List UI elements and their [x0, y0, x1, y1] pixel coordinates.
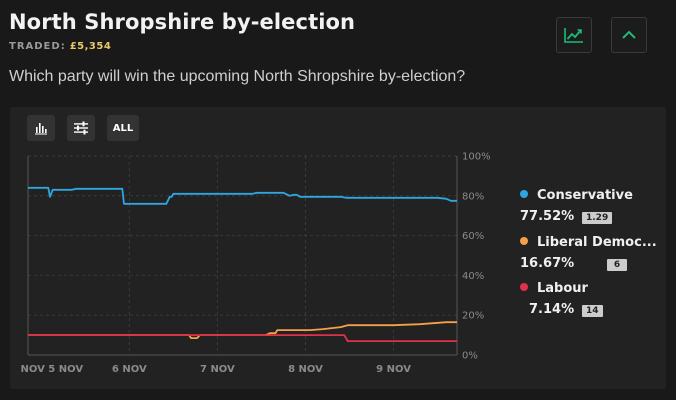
- market-question: Which party will win the upcoming North …: [9, 68, 466, 85]
- legend-name: Labour: [520, 281, 670, 296]
- legend-percentage: 16.67%: [520, 256, 575, 271]
- x-tick-label: 6 NOV: [112, 364, 147, 375]
- line-chart: 100% 80% 60% 40% 20% 0% NOV 5 NOV 6 NOV 7 NOV 8 N…: [20, 152, 491, 376]
- filter-button[interactable]: [67, 115, 95, 141]
- legend-dot: [520, 190, 528, 198]
- trending-chart-icon: [564, 28, 583, 43]
- odds-badge: 14: [582, 305, 603, 317]
- legend-dot: [520, 237, 528, 245]
- page-title: North Shropshire by-election: [9, 10, 356, 34]
- legend-label: Liberal Democ...: [537, 235, 657, 250]
- x-tick-label: 9 NOV: [376, 364, 411, 375]
- series-line-conservative: [28, 186, 457, 205]
- series-line-labour: [28, 334, 457, 342]
- bar-chart-icon: [35, 123, 47, 135]
- chevron-up-icon: [622, 30, 636, 39]
- bar-chart-button[interactable]: [27, 115, 55, 141]
- chart-toggle-button[interactable]: [556, 17, 592, 53]
- x-tick-label: 8 NOV: [288, 364, 323, 375]
- range-all-button[interactable]: ALL: [107, 115, 139, 141]
- x-tick-label: 7 NOV: [200, 364, 235, 375]
- legend-label: Labour: [537, 281, 588, 296]
- traded-amount: £5,354: [69, 41, 112, 52]
- y-tick-label: 60%: [462, 231, 484, 242]
- y-tick-label: 40%: [462, 271, 484, 282]
- chart-panel: ALL 100% 80% 60% 40% 20% 0% NOV 5 NOV 6 NOV 7 NO…: [10, 107, 666, 389]
- legend-percentage: 77.52%: [520, 209, 575, 224]
- legend-name: Conservative: [520, 188, 670, 203]
- y-tick-label: 80%: [462, 191, 484, 202]
- y-tick-label: 100%: [462, 152, 491, 163]
- sliders-icon: [74, 121, 88, 135]
- y-tick-label: 20%: [462, 311, 484, 322]
- traded-volume: TRADED: £5,354: [9, 41, 111, 52]
- x-tick-label: NOV 5 NOV: [20, 364, 83, 375]
- traded-label: TRADED:: [9, 41, 66, 52]
- odds-badge: 6: [607, 259, 627, 271]
- legend-dot: [520, 283, 528, 291]
- legend-label: Conservative: [537, 188, 633, 203]
- legend-name: Liberal Democ...: [520, 235, 670, 250]
- collapse-button[interactable]: [611, 17, 647, 53]
- legend-percentage: 7.14%: [529, 302, 575, 317]
- y-tick-label: 0%: [462, 351, 478, 362]
- odds-badge: 1.29: [582, 212, 613, 224]
- series-line-liberal-democ: [28, 321, 457, 339]
